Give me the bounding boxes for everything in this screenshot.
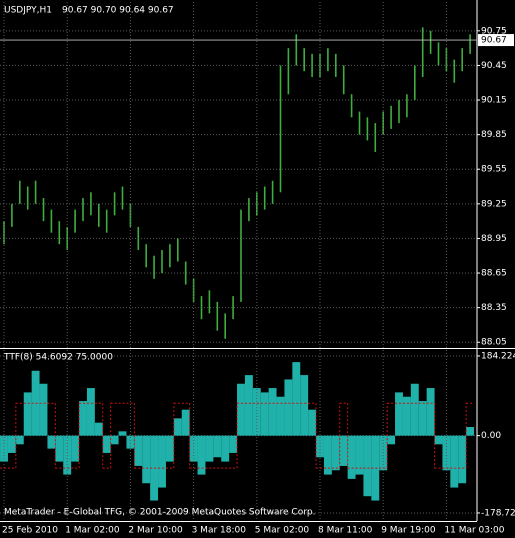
histogram-bar: [300, 375, 309, 436]
histogram-bar: [426, 388, 435, 436]
y-tick-label: 90.15: [481, 96, 507, 106]
histogram-bar: [39, 383, 48, 436]
histogram-bar: [371, 435, 380, 501]
histogram-bar: [165, 435, 174, 462]
histogram-bar: [86, 388, 95, 436]
histogram-bar: [260, 392, 269, 436]
histogram-bar: [71, 435, 80, 462]
histogram-bar: [418, 401, 427, 436]
y-tick-label: 0.00: [481, 431, 501, 441]
x-tick-label: 11 Mar 03:00: [444, 526, 504, 536]
y-tick-label: 90.45: [481, 61, 507, 71]
x-tick-label: 9 Mar 19:00: [381, 526, 436, 536]
histogram-bar: [47, 435, 56, 449]
indicator-title: TTF(8) 54.6092 75.0000: [3, 353, 113, 363]
histogram-bar: [466, 426, 475, 436]
y-tick-label: 88.95: [481, 234, 507, 244]
histogram-bar: [205, 435, 214, 462]
x-tick-label: 1 Mar 02:00: [65, 526, 120, 536]
histogram-bar: [102, 435, 111, 453]
x-tick-label: 25 Feb 2010: [2, 526, 58, 536]
histogram-bar: [181, 409, 190, 436]
histogram-bar: [55, 435, 64, 462]
histogram-bar: [252, 388, 261, 436]
histogram-bar: [31, 370, 40, 436]
histogram-bar: [458, 435, 467, 484]
histogram-bar: [79, 401, 87, 436]
histogram-bar: [7, 435, 16, 453]
histogram-bar: [23, 392, 32, 436]
x-tick-label: 5 Mar 02:00: [255, 526, 310, 536]
histogram-bar: [331, 435, 340, 471]
histogram-bar: [276, 396, 285, 436]
histogram-bar: [94, 422, 103, 436]
histogram-bar: [347, 435, 356, 479]
x-tick-label: 3 Mar 18:00: [192, 526, 247, 536]
histogram-bar: [118, 431, 127, 436]
y-tick-label: 184.224: [481, 351, 515, 361]
histogram-bar: [402, 396, 411, 436]
histogram-bar: [173, 418, 182, 436]
histogram-bar: [15, 435, 24, 445]
histogram-bar: [387, 435, 396, 445]
y-tick-label: 90.75: [481, 26, 507, 36]
histogram-bar: [229, 435, 238, 453]
histogram-bar: [292, 362, 301, 436]
histogram-bar: [284, 379, 293, 436]
y-tick-label: 89.25: [481, 199, 507, 209]
histogram-bar: [450, 435, 459, 488]
y-tick-label: 88.05: [481, 338, 507, 348]
x-tick-label: 8 Mar 11:00: [318, 526, 373, 536]
histogram-bar: [189, 435, 198, 462]
y-tick-label: 89.55: [481, 165, 507, 175]
histogram-bar: [268, 388, 277, 436]
histogram-bar: [150, 435, 159, 501]
y-tick-label: 88.65: [481, 269, 507, 279]
histogram-bar: [363, 435, 372, 497]
histogram-bar: [134, 435, 143, 466]
chart-subtitle: 90.67 90.70 90.64 90.67: [62, 6, 174, 16]
y-tick-label: 88.35: [481, 303, 507, 313]
last-price-label: 90.67: [481, 36, 507, 46]
histogram-bar: [213, 435, 222, 458]
histogram-bar: [395, 392, 403, 436]
histogram-bar: [0, 435, 8, 462]
footer: MetaTrader - E-Global TFG, © 2001-2009 M…: [4, 508, 316, 518]
histogram-bar: [339, 435, 348, 466]
histogram-bar: [110, 435, 119, 445]
histogram-bar: [434, 435, 443, 445]
histogram-bar: [197, 435, 206, 475]
histogram-bar: [355, 435, 364, 475]
y-tick-label: 89.85: [481, 130, 507, 140]
chart-title: USDJPY,H1: [4, 6, 52, 16]
histogram-bar: [221, 435, 230, 462]
histogram-bar: [308, 409, 317, 436]
histogram-bar: [323, 435, 332, 475]
x-tick-label: 2 Mar 10:00: [128, 526, 183, 536]
histogram-bar: [237, 383, 245, 436]
histogram-bar: [142, 435, 151, 484]
y-tick-label: -178.729: [481, 508, 515, 518]
histogram-bar: [244, 375, 253, 436]
last-price-box: [478, 34, 514, 47]
histogram-bar: [410, 383, 419, 436]
histogram-bar: [126, 435, 135, 449]
histogram-bar: [158, 435, 166, 488]
